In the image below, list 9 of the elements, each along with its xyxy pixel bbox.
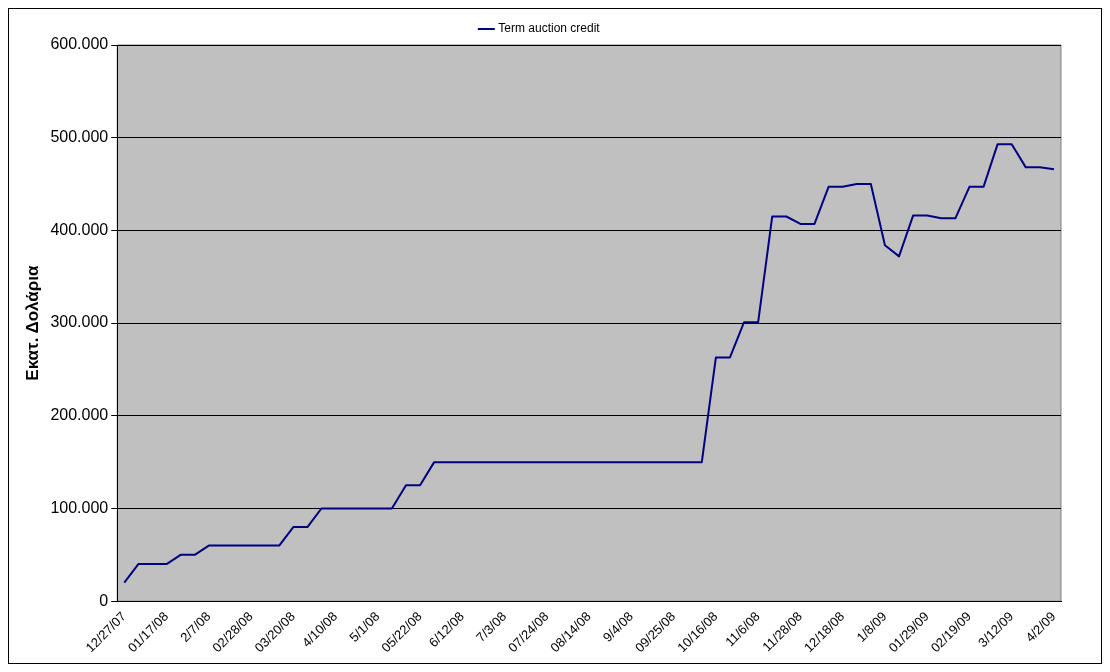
y-tick-label: 600.000 [50,35,109,53]
y-tick-label: 400.000 [50,220,109,238]
y-tick-label: 500.000 [50,128,109,146]
y-tick-label: 0 [99,591,109,609]
y-tick-label: 100.000 [50,498,109,516]
legend-label: Term auction credit [498,21,601,36]
y-tick-label: 200.000 [50,406,109,424]
y-axis-title: Εκατ. Δολάρια [22,265,42,381]
y-tick-label: 300.000 [50,313,109,331]
